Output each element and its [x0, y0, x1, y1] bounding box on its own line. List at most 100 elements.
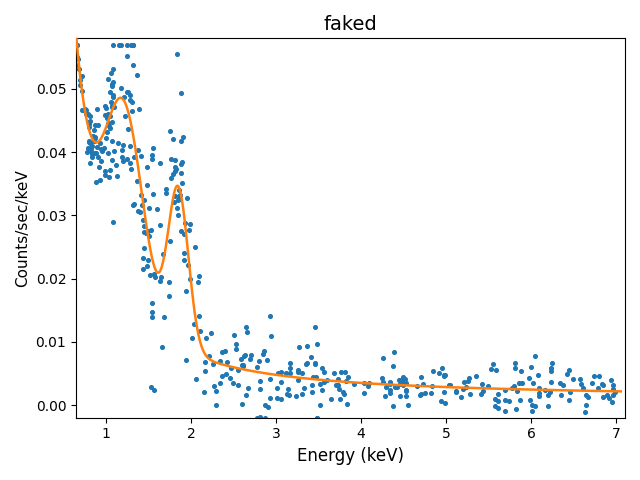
Point: [170, 192, 180, 200]
Point: [252, 363, 262, 371]
Point: [390, 383, 401, 391]
Point: [240, 351, 250, 359]
Point: [173, 186, 184, 193]
Point: [126, 41, 136, 48]
Point: [185, 275, 195, 283]
Point: [378, 354, 388, 362]
Point: [388, 362, 399, 370]
Point: [504, 397, 515, 405]
Point: [159, 313, 169, 321]
Point: [500, 408, 510, 415]
Point: [142, 181, 152, 189]
Point: [108, 82, 118, 90]
Point: [100, 111, 110, 119]
Point: [516, 379, 527, 386]
Point: [273, 369, 284, 377]
Point: [181, 287, 191, 295]
Point: [359, 379, 369, 387]
Point: [193, 278, 204, 286]
Point: [262, 404, 273, 411]
Point: [319, 379, 329, 386]
Point: [172, 50, 182, 58]
Point: [428, 367, 438, 375]
Point: [161, 189, 171, 197]
Point: [395, 380, 405, 388]
Point: [401, 392, 411, 400]
Point: [257, 350, 268, 358]
Point: [182, 262, 193, 269]
Point: [161, 185, 171, 193]
Point: [491, 366, 501, 373]
Point: [310, 324, 321, 331]
Point: [166, 155, 176, 163]
Point: [385, 389, 396, 397]
Point: [91, 149, 101, 157]
Point: [189, 321, 199, 328]
Point: [493, 390, 503, 397]
Point: [282, 390, 292, 397]
Point: [310, 373, 321, 381]
Point: [439, 371, 449, 379]
Point: [132, 177, 143, 185]
Point: [333, 381, 343, 388]
Point: [465, 390, 475, 398]
Point: [309, 360, 319, 368]
Point: [546, 378, 556, 385]
Point: [608, 391, 618, 399]
Point: [93, 121, 104, 129]
Point: [604, 394, 614, 401]
Point: [96, 144, 106, 152]
Point: [297, 370, 307, 377]
Point: [241, 391, 252, 398]
Point: [88, 137, 99, 145]
Point: [90, 134, 100, 142]
Point: [602, 391, 612, 399]
Point: [109, 147, 119, 155]
Point: [297, 390, 307, 397]
Point: [108, 93, 118, 100]
Point: [436, 397, 447, 405]
Point: [527, 401, 537, 408]
Point: [75, 82, 85, 89]
Point: [95, 176, 105, 184]
Point: [146, 226, 156, 233]
Point: [97, 146, 107, 154]
Point: [145, 271, 156, 278]
Point: [191, 376, 201, 384]
Point: [607, 398, 617, 406]
Point: [84, 138, 94, 146]
Point: [82, 148, 92, 156]
Point: [396, 376, 406, 384]
Point: [128, 41, 138, 48]
Point: [221, 359, 232, 366]
Point: [105, 112, 115, 120]
Point: [166, 175, 176, 182]
Point: [221, 370, 232, 378]
Point: [173, 196, 183, 204]
Point: [211, 387, 221, 395]
Point: [83, 120, 93, 128]
Point: [238, 361, 248, 369]
Point: [125, 142, 136, 149]
Point: [168, 170, 178, 178]
Point: [530, 352, 540, 360]
Point: [140, 229, 150, 237]
Point: [401, 387, 411, 395]
Point: [83, 144, 93, 152]
Point: [419, 381, 429, 388]
Point: [149, 270, 159, 278]
Point: [139, 196, 149, 204]
Point: [154, 277, 164, 285]
Point: [84, 118, 94, 126]
Point: [118, 157, 129, 165]
Point: [185, 220, 195, 228]
Point: [392, 384, 403, 391]
Point: [118, 141, 129, 148]
Point: [532, 372, 543, 379]
Point: [100, 167, 110, 175]
Point: [338, 389, 348, 396]
Point: [252, 414, 262, 421]
Point: [143, 233, 154, 240]
Point: [534, 384, 544, 392]
Point: [156, 273, 166, 281]
